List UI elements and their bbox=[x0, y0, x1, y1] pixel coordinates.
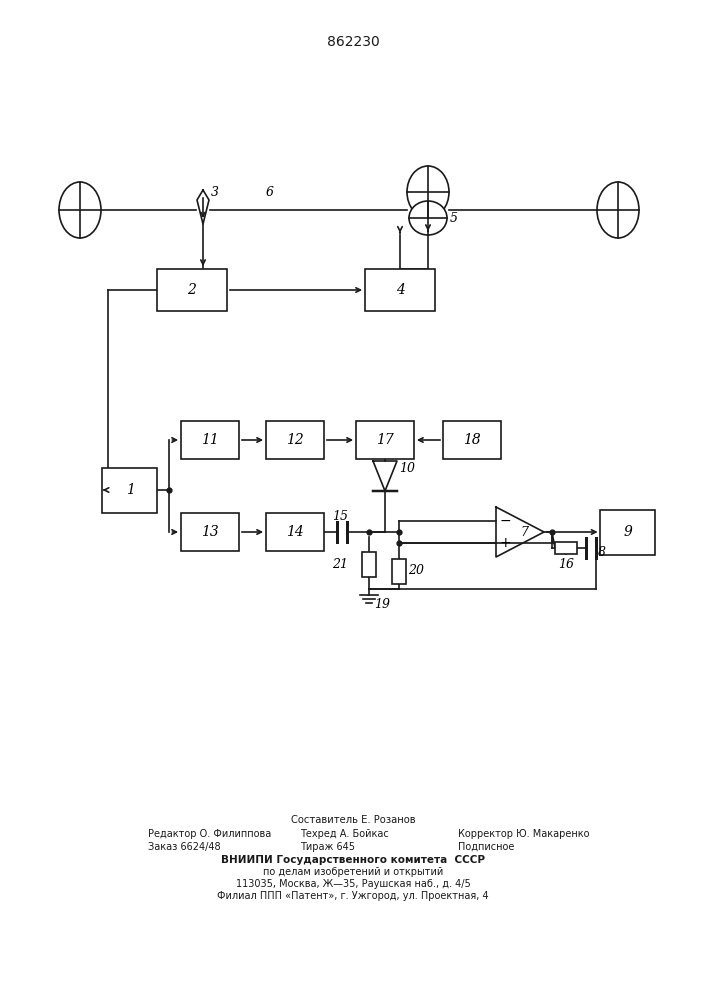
Text: −: − bbox=[500, 514, 511, 528]
Bar bbox=[181, 421, 239, 459]
Text: 8: 8 bbox=[598, 546, 606, 558]
Text: Техред А. Бойкас: Техред А. Бойкас bbox=[300, 829, 389, 839]
Text: Тираж 645: Тираж 645 bbox=[300, 842, 355, 852]
Bar bbox=[157, 269, 227, 311]
Bar bbox=[181, 513, 239, 551]
Bar bbox=[362, 552, 376, 576]
Text: Заказ 6624/48: Заказ 6624/48 bbox=[148, 842, 221, 852]
Bar bbox=[266, 513, 324, 551]
Text: 19: 19 bbox=[374, 598, 390, 611]
Bar bbox=[356, 421, 414, 459]
Ellipse shape bbox=[409, 201, 447, 235]
Text: 18: 18 bbox=[463, 433, 481, 447]
Text: 9: 9 bbox=[624, 525, 633, 539]
Text: Корректор Ю. Макаренко: Корректор Ю. Макаренко bbox=[458, 829, 590, 839]
Text: 862230: 862230 bbox=[327, 35, 380, 49]
Text: Редактор О. Филиппова: Редактор О. Филиппова bbox=[148, 829, 271, 839]
Text: 21: 21 bbox=[332, 558, 348, 570]
Bar bbox=[266, 421, 324, 459]
Text: по делам изобретений и открытий: по делам изобретений и открытий bbox=[263, 867, 443, 877]
Text: 6: 6 bbox=[266, 186, 274, 198]
Text: Филиал ППП «Патент», г. Ужгород, ул. Проектная, 4: Филиал ППП «Патент», г. Ужгород, ул. Про… bbox=[217, 891, 489, 901]
Text: 10: 10 bbox=[399, 462, 415, 476]
Text: ВНИИПИ Государственного комитета  СССР: ВНИИПИ Государственного комитета СССР bbox=[221, 855, 485, 865]
Text: 3: 3 bbox=[211, 186, 219, 198]
Text: 15: 15 bbox=[332, 510, 348, 522]
Text: Подписное: Подписное bbox=[458, 842, 515, 852]
Ellipse shape bbox=[597, 182, 639, 238]
Text: 14: 14 bbox=[286, 525, 304, 539]
Text: 13: 13 bbox=[201, 525, 219, 539]
Text: 16: 16 bbox=[558, 558, 574, 571]
Text: 11: 11 bbox=[201, 433, 219, 447]
Ellipse shape bbox=[407, 166, 449, 218]
Text: 17: 17 bbox=[376, 433, 394, 447]
Bar bbox=[600, 510, 655, 554]
Ellipse shape bbox=[59, 182, 101, 238]
Text: 4: 4 bbox=[395, 283, 404, 297]
Bar bbox=[365, 269, 435, 311]
Bar bbox=[103, 468, 158, 512]
Bar bbox=[555, 542, 577, 554]
Bar bbox=[443, 421, 501, 459]
Text: 20: 20 bbox=[408, 564, 424, 578]
Text: 113035, Москва, Ж—35, Раушская наб., д. 4/5: 113035, Москва, Ж—35, Раушская наб., д. … bbox=[235, 879, 470, 889]
Text: 2: 2 bbox=[187, 283, 197, 297]
Text: +: + bbox=[500, 536, 511, 550]
Text: 12: 12 bbox=[286, 433, 304, 447]
Bar bbox=[392, 558, 406, 584]
Text: Составитель Е. Розанов: Составитель Е. Розанов bbox=[291, 815, 415, 825]
Text: 7: 7 bbox=[520, 526, 528, 538]
Text: 1: 1 bbox=[126, 483, 134, 497]
Text: 5: 5 bbox=[450, 212, 458, 225]
